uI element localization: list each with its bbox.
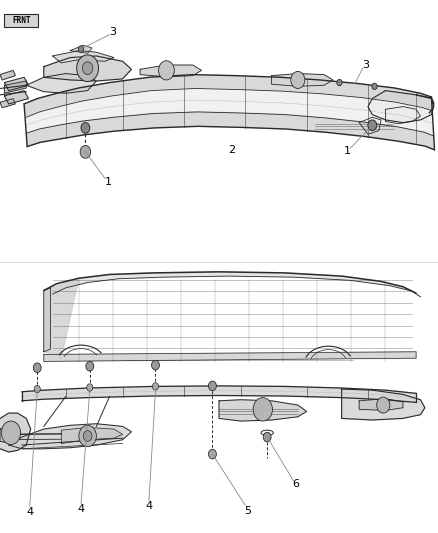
Polygon shape	[44, 352, 416, 361]
Text: FRNT: FRNT	[13, 16, 31, 25]
Polygon shape	[140, 65, 201, 77]
Circle shape	[1, 421, 21, 445]
Circle shape	[86, 361, 94, 371]
Polygon shape	[272, 74, 333, 86]
Text: 4: 4	[26, 507, 33, 516]
Circle shape	[372, 83, 377, 90]
Circle shape	[81, 123, 90, 133]
Polygon shape	[61, 427, 123, 443]
Polygon shape	[44, 288, 50, 352]
Polygon shape	[359, 399, 403, 410]
Polygon shape	[44, 278, 79, 358]
Text: 3: 3	[362, 60, 369, 70]
Circle shape	[83, 431, 92, 441]
Circle shape	[263, 432, 271, 442]
Polygon shape	[0, 70, 15, 80]
Text: 1: 1	[105, 177, 112, 187]
Polygon shape	[24, 75, 433, 117]
Polygon shape	[70, 45, 92, 53]
Polygon shape	[4, 77, 28, 91]
Polygon shape	[4, 91, 28, 104]
Polygon shape	[0, 413, 31, 452]
Polygon shape	[22, 386, 416, 402]
Circle shape	[152, 383, 159, 390]
Polygon shape	[9, 424, 131, 449]
Circle shape	[159, 61, 174, 80]
Circle shape	[368, 120, 377, 131]
Circle shape	[253, 398, 272, 421]
Polygon shape	[368, 91, 434, 123]
Polygon shape	[44, 272, 420, 297]
FancyBboxPatch shape	[4, 14, 38, 27]
Circle shape	[78, 46, 84, 52]
Circle shape	[337, 79, 342, 86]
Circle shape	[152, 360, 159, 370]
Circle shape	[79, 425, 96, 447]
Text: 4: 4	[145, 502, 152, 511]
Circle shape	[377, 397, 390, 413]
Polygon shape	[359, 117, 381, 134]
Polygon shape	[342, 389, 425, 420]
Circle shape	[87, 384, 93, 391]
Text: 2: 2	[229, 146, 236, 155]
Circle shape	[34, 385, 40, 393]
Text: 5: 5	[244, 506, 251, 515]
Circle shape	[208, 449, 216, 459]
Circle shape	[33, 363, 41, 373]
Polygon shape	[219, 400, 307, 421]
Polygon shape	[4, 81, 26, 93]
Circle shape	[291, 71, 305, 88]
Polygon shape	[44, 56, 131, 81]
Polygon shape	[26, 88, 434, 136]
Circle shape	[208, 381, 216, 391]
Polygon shape	[26, 74, 96, 93]
Polygon shape	[53, 51, 114, 63]
Text: 6: 6	[293, 479, 300, 489]
Text: 4: 4	[78, 504, 85, 514]
Text: 3: 3	[110, 27, 117, 37]
Circle shape	[77, 55, 99, 82]
Polygon shape	[0, 425, 13, 443]
Circle shape	[82, 62, 93, 75]
Polygon shape	[26, 112, 434, 150]
Polygon shape	[385, 107, 420, 124]
Circle shape	[80, 146, 91, 158]
Polygon shape	[0, 99, 15, 108]
Text: 1: 1	[344, 147, 351, 156]
